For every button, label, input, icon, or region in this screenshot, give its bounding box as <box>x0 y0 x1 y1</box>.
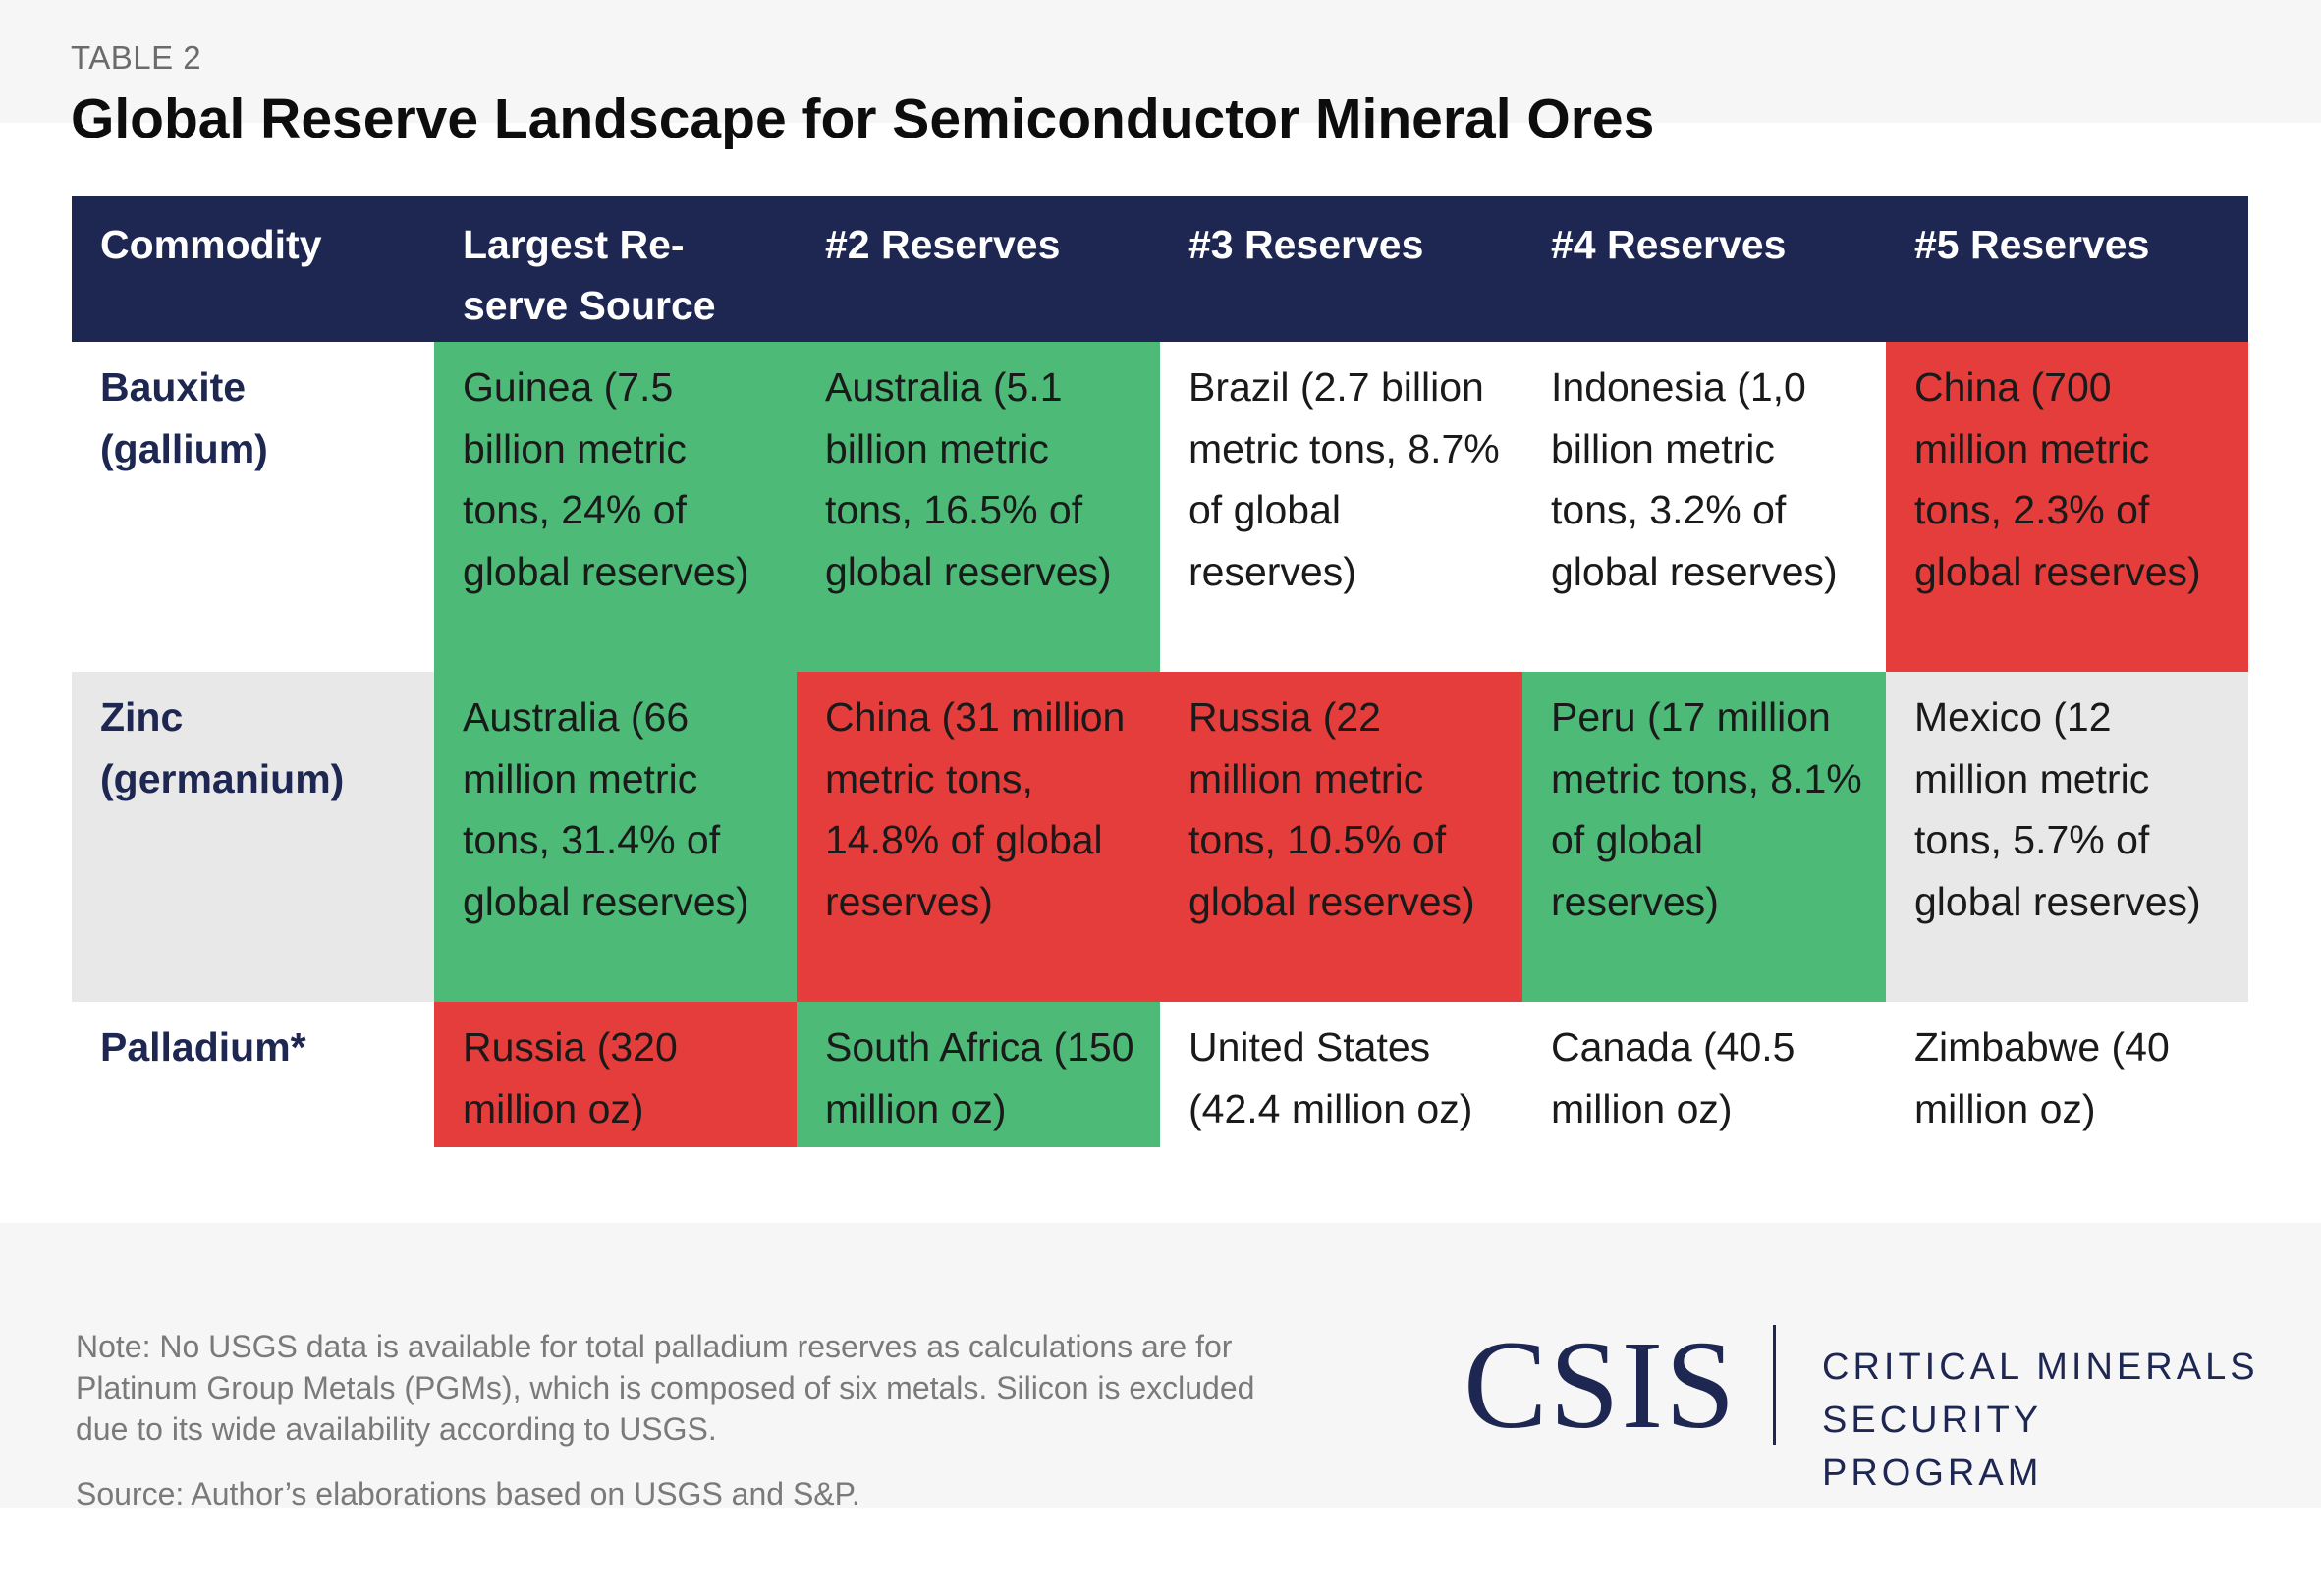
table-cell: Mexico (12 million metric tons, 5.7% of … <box>1886 672 2248 1002</box>
table-cell: Brazil (2.7 billion metric tons, 8.7% of… <box>1160 342 1522 672</box>
column-header-3: #3 Reserves <box>1160 196 1522 342</box>
table-cell: Zimbabwe (40 million oz) <box>1886 1002 2248 1147</box>
table-cell: Australia (5.1 billion metric tons, 16.5… <box>797 342 1160 672</box>
table-cell: Russia (22 million metric tons, 10.5% of… <box>1160 672 1522 1002</box>
source-note: Source: Author’s elaborations based on U… <box>76 1476 860 1512</box>
commodity-zinc: Zinc (germanium) <box>72 672 434 1002</box>
commodity-bauxite: Bauxite (gallium) <box>72 342 434 672</box>
table-cell: Australia (66 million metric tons, 31.4%… <box>434 672 797 1002</box>
table-cell: Guinea (7.5 billion metric tons, 24% of … <box>434 342 797 672</box>
footnote: Note: No USGS data is available for tota… <box>76 1329 1255 1447</box>
table-cell: South Africa (150 million oz) <box>797 1002 1160 1147</box>
table-cell: China (31 million metric tons, 14.8% of … <box>797 672 1160 1002</box>
logo-divider <box>1773 1325 1776 1445</box>
column-header-2: #2 Reserves <box>797 196 1160 342</box>
table-cell: United States (42.4 million oz) <box>1160 1002 1522 1147</box>
csis-logo: CSIS CRITICAL MINERALS SECURITY PROGRAM <box>1464 1315 2259 1494</box>
table-cell: Russia (320 million oz) <box>434 1002 797 1147</box>
column-header-4: #4 Reserves <box>1522 196 1886 342</box>
page-title: Global Reserve Landscape for Semiconduct… <box>71 87 1655 150</box>
program-name: CRITICAL MINERALS SECURITY PROGRAM <box>1822 1341 2259 1500</box>
reserves-table: Commodity Largest Re-serve Source #2 Res… <box>72 196 2248 1147</box>
program-line-2: SECURITY PROGRAM <box>1822 1400 2043 1494</box>
program-line-1: CRITICAL MINERALS <box>1822 1347 2259 1388</box>
table-kicker: TABLE 2 <box>71 39 202 76</box>
column-header-5: #5 Reserves <box>1886 196 2248 342</box>
table-cell: China (700 million metric tons, 2.3% of … <box>1886 342 2248 672</box>
column-header-commodity: Commodity <box>72 196 434 342</box>
csis-wordmark: CSIS <box>1464 1315 1738 1455</box>
footer-band <box>0 1223 2321 1508</box>
table-cell: Peru (17 million metric tons, 8.1% of gl… <box>1522 672 1886 1002</box>
commodity-palladium: Palladium* <box>72 1002 434 1147</box>
header-band <box>0 0 2321 123</box>
table-cell: Canada (40.5 million oz) <box>1522 1002 1886 1147</box>
table-cell: Indonesia (1,0 billion metric tons, 3.2%… <box>1522 342 1886 672</box>
column-header-largest: Largest Re-serve Source <box>434 196 797 342</box>
